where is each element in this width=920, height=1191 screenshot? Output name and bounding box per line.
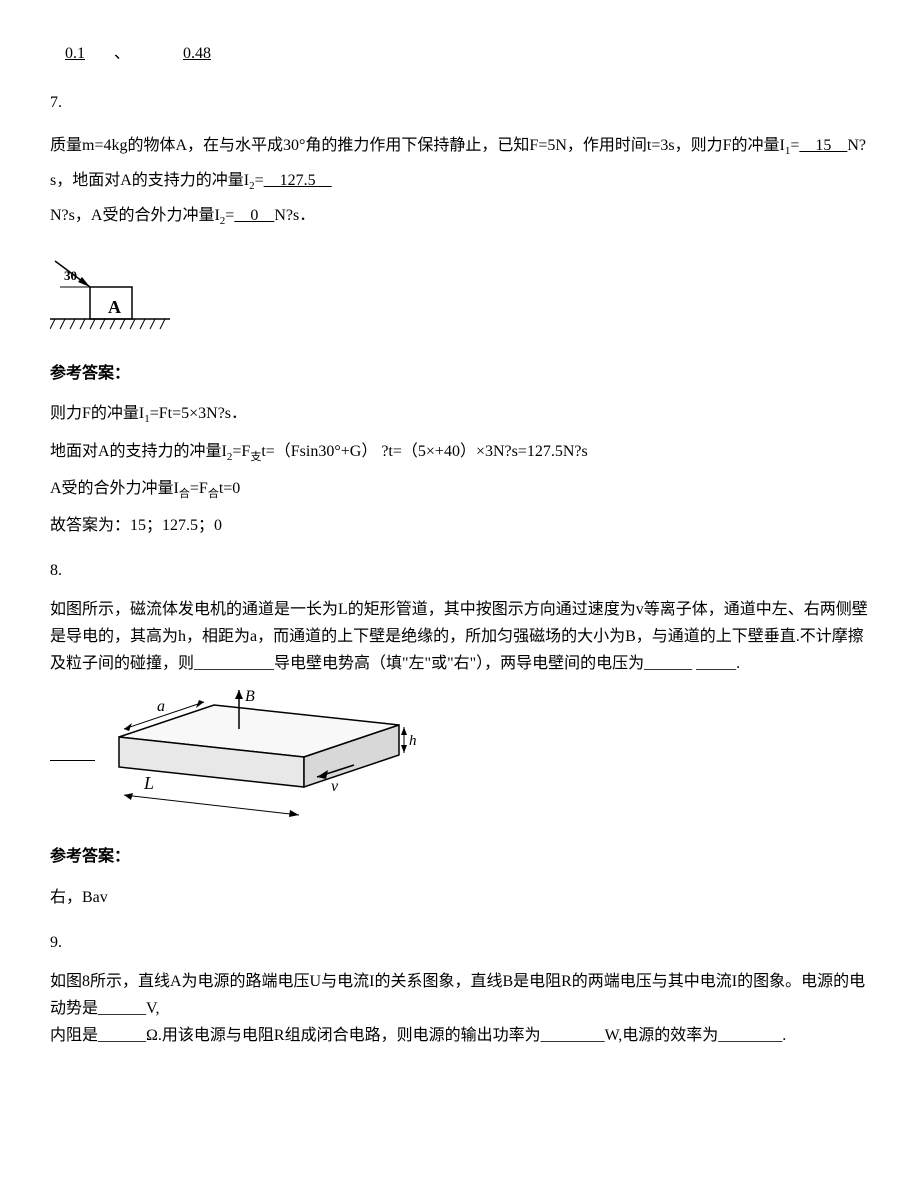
q8-number: 8. (50, 557, 870, 586)
q8-label-L: L (143, 773, 154, 793)
q7-diagram: A 30 (50, 249, 870, 345)
q7-text-p6: = (225, 207, 234, 224)
q7-number: 7. (50, 89, 870, 118)
q7-sol-line3: A受的合外力冲量I合=F合t=0 (50, 473, 870, 505)
q8-diagram: a B L v h (99, 687, 419, 817)
q6-answer-remnant: 0.1 、 0.48 (50, 40, 870, 69)
q9-number: 9. (50, 929, 870, 958)
q6-answer-2: 0.48 (158, 40, 226, 69)
q7-text-p1: 质量m=4kg的物体A，在与水平成30°角的推力作用下保持静止，已知F=5N，作… (50, 137, 785, 154)
q8-label-B: B (245, 688, 255, 705)
q7-text-p5: N?s，A受的合外力冲量I (50, 207, 220, 224)
q8-answer: 右，Bav (50, 882, 870, 914)
q7-sol-line4: 故答案为：15；127.5；0 (50, 510, 870, 542)
q7-text: 质量m=4kg的物体A，在与水平成30°角的推力作用下保持静止，已知F=5N，作… (50, 128, 870, 234)
q8-text: 如图所示，磁流体发电机的通道是一长为L的矩形管道，其中按图示方向通过速度为v等离… (50, 596, 870, 678)
q8-label-a: a (157, 698, 165, 715)
q8-answer-title: 参考答案： (50, 843, 870, 872)
q7-answer-title: 参考答案： (50, 360, 870, 389)
q7-sol-line2: 地面对A的支持力的冲量I2=F支t=（Fsin30°+G） ?t=（5×+40）… (50, 436, 870, 468)
q7-ans1: 15 (799, 128, 847, 163)
q7-text-p2: = (790, 137, 799, 154)
q9-text: 如图8所示，直线A为电源的路端电压U与电流I的关系图象，直线B是电阻R的两端电压… (50, 968, 870, 1050)
q8-label-h: h (409, 733, 417, 749)
q7-text-p7: N?s． (274, 207, 315, 224)
q7-text-p4: = (255, 172, 264, 189)
q7-diagram-angle: 30 (64, 268, 77, 283)
q7-diagram-label-A: A (108, 297, 121, 317)
q8-label-v: v (331, 778, 339, 795)
q6-answer-1: 0.1 (50, 40, 110, 69)
q6-separator: 、 (114, 45, 130, 62)
q7-sol-line1: 则力F的冲量I1=Ft=5×3N?s． (50, 398, 870, 430)
q8-diagram-row: a B L v h (50, 687, 870, 828)
q7-ans3: 0 (234, 198, 274, 233)
q7-ans2: 127.5 (264, 163, 332, 198)
